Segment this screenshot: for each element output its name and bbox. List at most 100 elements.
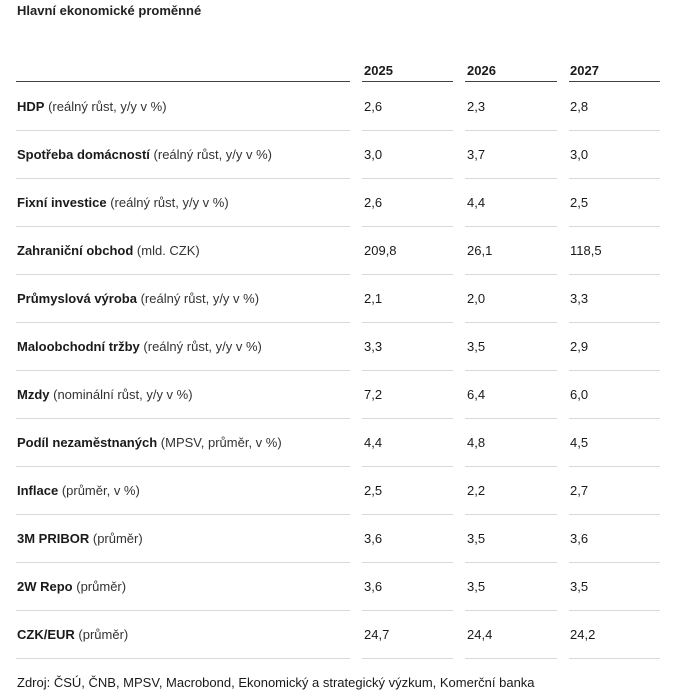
- row-divider: [16, 322, 350, 323]
- cell-2026: 6,4: [467, 387, 486, 402]
- row-divider: [362, 130, 453, 131]
- cell-2025: 2,6: [364, 195, 383, 210]
- row-label-unit: (mld. CZK): [136, 243, 200, 258]
- cell-2027: 2,7: [570, 483, 589, 498]
- row-divider: [465, 658, 557, 659]
- row-label-name: 2W Repo: [17, 579, 73, 594]
- row-label: Podíl nezaměstnaných (MPSV, průměr, v %): [17, 435, 282, 450]
- table-row: Mzdy (nominální růst, y/y v %) 7,2 6,4 6,0: [0, 371, 674, 419]
- cell-2025: 2,5: [364, 483, 383, 498]
- table-row: HDP (reálný růst, y/y v %) 2,6 2,3 2,8: [0, 83, 674, 131]
- row-label-name: Inflace: [17, 483, 59, 498]
- table-row: Spotřeba domácností (reálný růst, y/y v …: [0, 131, 674, 179]
- cell-2026: 2,0: [467, 291, 486, 306]
- row-label-name: CZK/EUR: [17, 627, 75, 642]
- row-label-name: 3M PRIBOR: [17, 531, 90, 546]
- row-divider: [465, 466, 557, 467]
- cell-2025: 3,3: [364, 339, 383, 354]
- header-underline: [569, 81, 660, 82]
- header-underline: [465, 81, 557, 82]
- cell-2027: 24,2: [570, 627, 596, 642]
- row-divider: [362, 274, 453, 275]
- row-label-unit: (průměr): [76, 579, 127, 594]
- row-divider: [465, 610, 557, 611]
- row-divider: [362, 562, 453, 563]
- cell-2027: 3,5: [570, 579, 589, 594]
- row-label: Maloobchodní tržby (reálný růst, y/y v %…: [17, 339, 262, 354]
- row-divider: [569, 322, 660, 323]
- row-divider: [16, 178, 350, 179]
- row-label-unit: (reálný růst, y/y v %): [153, 147, 273, 162]
- row-label: HDP (reálný růst, y/y v %): [17, 99, 167, 114]
- cell-2025: 2,6: [364, 99, 383, 114]
- cell-2025: 3,6: [364, 531, 383, 546]
- row-divider: [16, 226, 350, 227]
- row-label-unit: (reálný růst, y/y v %): [140, 291, 260, 306]
- row-label-unit: (MPSV, průměr, v %): [160, 435, 282, 450]
- row-divider: [362, 178, 453, 179]
- row-label-name: Mzdy: [17, 387, 50, 402]
- table-row: Fixní investice (reálný růst, y/y v %) 2,…: [0, 179, 674, 227]
- row-label-unit: (průměr): [92, 531, 143, 546]
- cell-2026: 4,4: [467, 195, 486, 210]
- column-header-2026: 2026: [467, 63, 496, 78]
- row-divider: [569, 658, 660, 659]
- row-divider: [16, 562, 350, 563]
- row-divider: [569, 418, 660, 419]
- cell-2026: 3,7: [467, 147, 486, 162]
- row-divider: [362, 466, 453, 467]
- cell-2026: 2,3: [467, 99, 486, 114]
- row-label-name: Průmyslová výroba: [17, 291, 137, 306]
- source-note: Zdroj: ČSÚ, ČNB, MPSV, Macrobond, Ekonom…: [17, 675, 535, 690]
- cell-2027: 3,6: [570, 531, 589, 546]
- row-divider: [569, 178, 660, 179]
- table-body: HDP (reálný růst, y/y v %) 2,6 2,3 2,8 Spotř…: [0, 83, 674, 659]
- cell-2026: 24,4: [467, 627, 493, 642]
- row-label: 2W Repo (průměr): [17, 579, 126, 594]
- row-label-unit: (reálný růst, y/y v %): [143, 339, 262, 354]
- cell-2027: 2,8: [570, 99, 589, 114]
- row-divider: [362, 658, 453, 659]
- row-divider: [16, 514, 350, 515]
- cell-2025: 3,6: [364, 579, 383, 594]
- cell-2027: 3,0: [570, 147, 589, 162]
- table-row: Inflace (průměr, v %) 2,5 2,2 2,7: [0, 467, 674, 515]
- table-row: Maloobchodní tržby (reálný růst, y/y v %…: [0, 323, 674, 371]
- row-divider: [569, 562, 660, 563]
- row-divider: [16, 418, 350, 419]
- row-label-name: Fixní investice: [17, 195, 107, 210]
- cell-2027: 4,5: [570, 435, 589, 450]
- row-divider: [569, 226, 660, 227]
- row-label: Inflace (průměr, v %): [17, 483, 140, 498]
- cell-2026: 3,5: [467, 339, 486, 354]
- row-divider: [465, 370, 557, 371]
- row-label-name: Maloobchodní tržby: [17, 339, 140, 354]
- cell-2026: 2,2: [467, 483, 486, 498]
- row-divider: [16, 274, 350, 275]
- cell-2026: 26,1: [467, 243, 493, 258]
- row-label: Fixní investice (reálný růst, y/y v %): [17, 195, 229, 210]
- row-label-unit: (nominální růst, y/y v %): [53, 387, 193, 402]
- row-label: Průmyslová výroba (reálný růst, y/y v %): [17, 291, 259, 306]
- cell-2025: 4,4: [364, 435, 383, 450]
- header-underline: [362, 81, 453, 82]
- row-divider: [465, 418, 557, 419]
- row-divider: [569, 370, 660, 371]
- row-divider: [362, 610, 453, 611]
- header-underline: [16, 81, 350, 82]
- row-divider: [362, 370, 453, 371]
- table-header: 2025 2026 2027: [0, 56, 674, 84]
- cell-2027: 118,5: [570, 243, 602, 258]
- row-divider: [362, 418, 453, 419]
- row-divider: [569, 610, 660, 611]
- row-divider: [465, 226, 557, 227]
- row-divider: [465, 274, 557, 275]
- row-divider: [16, 130, 350, 131]
- row-divider: [569, 514, 660, 515]
- row-divider: [16, 466, 350, 467]
- row-label-name: Podíl nezaměstnaných: [17, 435, 158, 450]
- row-divider: [465, 178, 557, 179]
- table-row: Průmyslová výroba (reálný růst, y/y v %)…: [0, 275, 674, 323]
- cell-2027: 2,5: [570, 195, 589, 210]
- row-divider: [465, 130, 557, 131]
